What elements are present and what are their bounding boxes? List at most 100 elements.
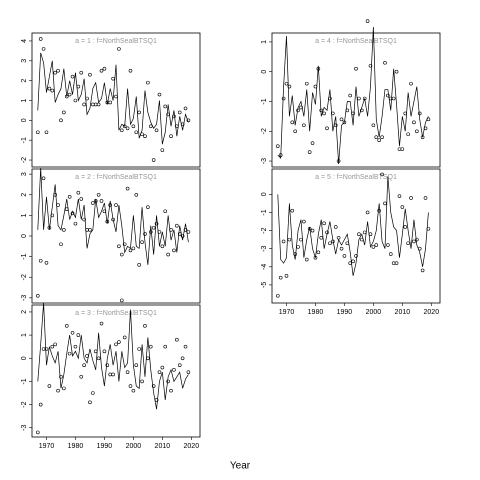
y-tick-label: -2 (21, 157, 28, 163)
data-point (44, 260, 49, 265)
data-point (342, 254, 347, 258)
data-point (302, 123, 306, 128)
y-tick-label: 1 (21, 98, 28, 102)
data-point (143, 324, 147, 328)
data-point (140, 379, 144, 384)
y-tick-label: -3 (261, 158, 268, 164)
data-point (183, 228, 188, 232)
data-point (183, 344, 188, 349)
data-point (342, 120, 347, 125)
data-point (82, 102, 86, 107)
data-point (99, 321, 104, 326)
data-point (417, 246, 422, 251)
data-point (322, 111, 326, 116)
data-point (316, 250, 321, 255)
data-point (180, 122, 185, 127)
data-point (108, 372, 113, 377)
data-point (151, 384, 156, 388)
data-point (111, 217, 115, 222)
data-point (160, 365, 165, 370)
panel-title: a = 2 : f=NorthSealBTSQ1 (75, 174, 157, 181)
data-point (93, 102, 98, 107)
data-point (35, 430, 40, 435)
data-point (380, 135, 384, 140)
data-point (134, 363, 139, 368)
data-point (331, 111, 335, 116)
data-point (331, 239, 335, 244)
data-point (325, 126, 329, 131)
panel: a = 5 : f=NorthSealBTSQ1 -5 -4 -3 -2 -1 0 1970 1… (261, 168, 441, 316)
data-point (172, 248, 176, 253)
data-point (146, 80, 150, 85)
data-point (388, 252, 393, 256)
data-point (287, 237, 292, 242)
data-point (102, 66, 107, 71)
plot-frame (31, 304, 201, 438)
data-point (293, 129, 297, 134)
data-point (299, 105, 303, 110)
data-point (50, 88, 55, 93)
data-point (76, 84, 81, 89)
x-tick-label: 1990 (337, 309, 353, 316)
data-point (183, 106, 188, 111)
data-point (73, 221, 78, 226)
data-point (160, 148, 165, 152)
data-point (357, 232, 361, 236)
data-point (371, 123, 376, 128)
data-point (296, 108, 300, 113)
data-point (415, 237, 419, 242)
data-point (114, 342, 118, 347)
data-point (177, 363, 182, 368)
data-point (128, 248, 133, 253)
x-tick-label: 2000 (366, 309, 382, 316)
data-point (73, 98, 78, 103)
data-point (278, 275, 283, 280)
data-point (409, 81, 413, 86)
data-point (163, 104, 168, 109)
data-point (169, 388, 173, 393)
y-tick-label: 1 (21, 333, 28, 337)
data-point (359, 237, 364, 242)
data-point (400, 205, 405, 209)
data-point (131, 246, 136, 251)
data-point (99, 199, 104, 203)
data-point (79, 374, 84, 379)
data-point (313, 84, 318, 89)
data-point (82, 217, 86, 222)
data-point (307, 226, 312, 231)
data-point (391, 261, 396, 265)
data-point (143, 134, 147, 139)
data-point (59, 374, 63, 379)
data-point (108, 203, 113, 207)
data-point (397, 147, 402, 151)
panel-title: a = 3 : f=NorthSealBTSQ1 (75, 310, 157, 317)
data-point (371, 245, 376, 249)
data-point (394, 69, 399, 74)
panel: a = 1 : f=NorthSealBTSQ1 -2 -1 0 1 2 3 4 (21, 32, 201, 168)
data-point (38, 258, 43, 263)
data-point (400, 147, 405, 151)
data-point (310, 228, 315, 233)
data-point (348, 261, 353, 265)
data-point (137, 263, 141, 267)
data-point (345, 108, 350, 113)
x-tick-label: 2010 (155, 443, 171, 450)
y-tick-label: 1 (261, 40, 268, 44)
data-point (415, 129, 419, 134)
data-point (157, 370, 162, 374)
data-point (403, 225, 408, 229)
x-tick-label: 1970 (279, 309, 295, 316)
data-point (82, 363, 86, 368)
data-point (412, 239, 416, 244)
data-point (117, 244, 121, 249)
data-point (163, 209, 168, 214)
data-point (394, 261, 399, 265)
x-tick-label: 2020 (184, 443, 200, 450)
y-tick-label: 3 (21, 59, 28, 63)
data-point (47, 384, 52, 388)
data-point (166, 112, 170, 117)
data-point (111, 372, 115, 377)
x-tick-label: 1980 (68, 443, 84, 450)
data-point (275, 293, 280, 298)
plot-frame (271, 32, 441, 168)
